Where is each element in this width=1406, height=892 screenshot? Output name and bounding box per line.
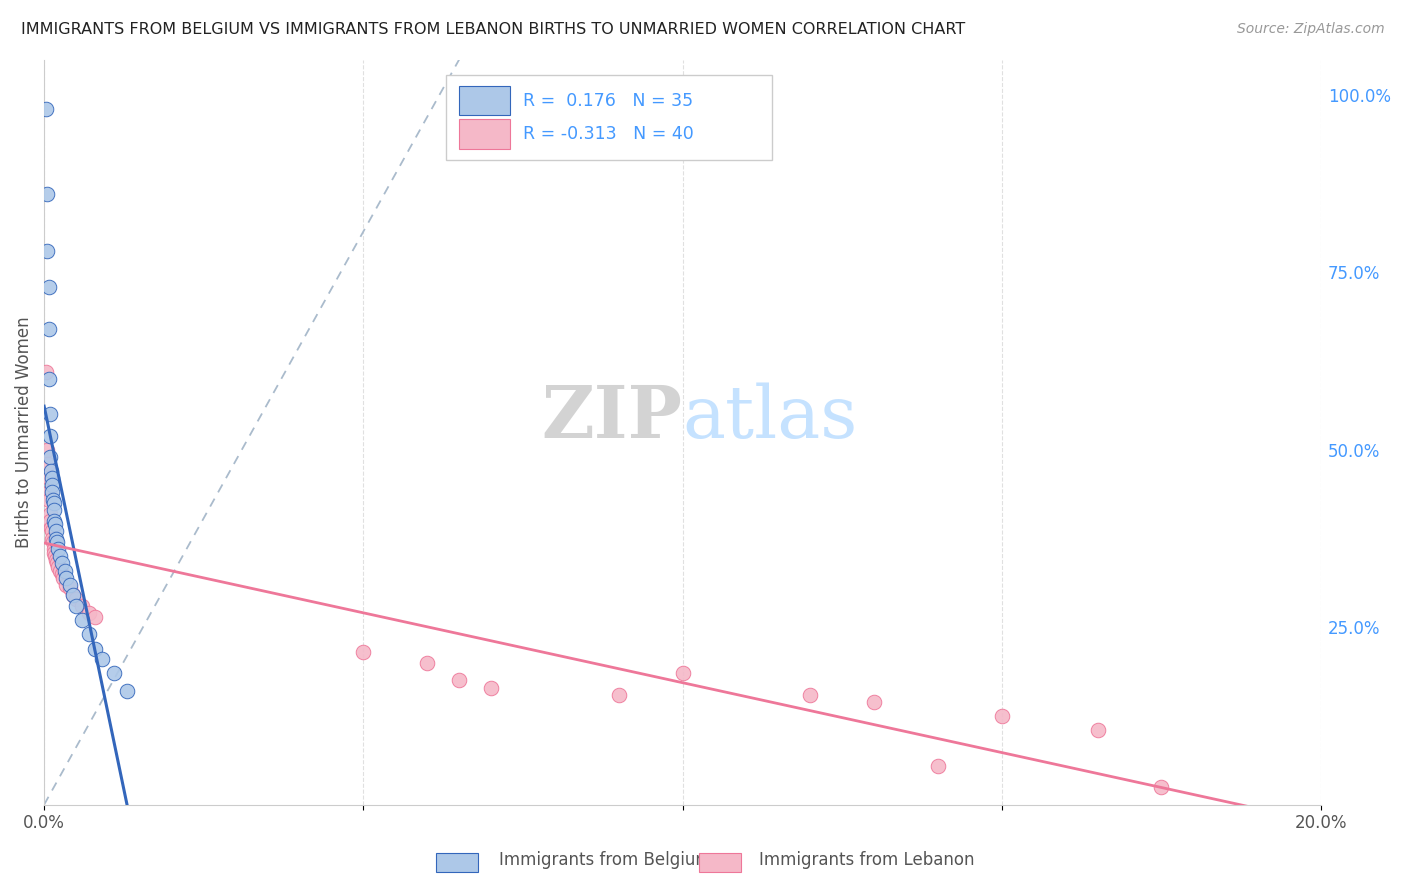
Point <box>38 322 60 336</box>
Point <box>59 581 82 595</box>
Point <box>42 503 65 517</box>
Point <box>49 549 72 564</box>
Text: Immigrants from Belgium: Immigrants from Belgium <box>499 851 711 869</box>
Point <box>45 524 67 539</box>
Point <box>35 365 58 379</box>
Point <box>55 577 77 591</box>
Point <box>45 535 67 549</box>
Point <box>41 471 63 485</box>
Point <box>39 464 62 478</box>
Point <box>671 666 693 681</box>
Point <box>45 553 67 567</box>
Y-axis label: Births to Unmarried Women: Births to Unmarried Women <box>15 317 32 548</box>
Point <box>39 514 62 528</box>
Point <box>927 758 949 772</box>
Text: IMMIGRANTS FROM BELGIUM VS IMMIGRANTS FROM LEBANON BIRTHS TO UNMARRIED WOMEN COR: IMMIGRANTS FROM BELGIUM VS IMMIGRANTS FR… <box>21 22 966 37</box>
Point <box>799 688 821 702</box>
Point <box>42 492 65 507</box>
Point <box>53 564 76 578</box>
Point <box>479 681 502 695</box>
Point <box>65 591 87 606</box>
FancyBboxPatch shape <box>446 75 772 161</box>
Point <box>42 496 65 510</box>
FancyBboxPatch shape <box>460 86 510 115</box>
Point <box>44 514 66 528</box>
Point <box>84 641 107 656</box>
Point <box>62 588 84 602</box>
Point <box>42 535 65 549</box>
Point <box>46 560 69 574</box>
Point <box>62 588 84 602</box>
Point <box>72 599 94 613</box>
Point <box>37 187 59 202</box>
Text: Immigrants from Lebanon: Immigrants from Lebanon <box>759 851 974 869</box>
Point <box>77 606 100 620</box>
Point <box>863 695 886 709</box>
Text: ZIP: ZIP <box>541 382 682 453</box>
Point <box>46 542 69 557</box>
Point <box>38 507 60 521</box>
Point <box>90 652 112 666</box>
Point <box>103 666 125 681</box>
Point <box>44 517 66 532</box>
Point <box>44 546 66 560</box>
Point <box>41 532 63 546</box>
Point <box>35 103 58 117</box>
Point <box>39 450 62 464</box>
Point <box>59 577 82 591</box>
Point <box>41 485 63 500</box>
Point <box>45 532 67 546</box>
Point <box>38 471 60 485</box>
Point <box>991 709 1014 723</box>
Point <box>37 442 59 457</box>
Point <box>416 656 439 670</box>
Point <box>65 599 87 613</box>
Text: R = -0.313   N = 40: R = -0.313 N = 40 <box>523 125 693 143</box>
Point <box>38 372 60 386</box>
Point <box>52 571 75 585</box>
Text: R =  0.176   N = 35: R = 0.176 N = 35 <box>523 92 693 110</box>
Point <box>37 457 59 471</box>
Point <box>44 549 66 564</box>
Point <box>41 524 63 539</box>
Point <box>352 645 374 659</box>
Point <box>38 279 60 293</box>
Point <box>38 408 60 422</box>
Point <box>55 571 77 585</box>
Point <box>449 673 471 688</box>
Point <box>37 244 59 259</box>
Point <box>38 485 60 500</box>
Point <box>77 627 100 641</box>
Point <box>38 492 60 507</box>
Point <box>39 428 62 442</box>
Point <box>51 557 73 571</box>
Point <box>72 613 94 627</box>
Point <box>41 478 63 492</box>
Point <box>1087 723 1109 738</box>
Point <box>45 557 67 571</box>
Text: Source: ZipAtlas.com: Source: ZipAtlas.com <box>1237 22 1385 37</box>
Point <box>84 609 107 624</box>
Point <box>42 542 65 557</box>
Point <box>39 521 62 535</box>
FancyBboxPatch shape <box>460 120 510 149</box>
Text: atlas: atlas <box>682 382 858 452</box>
Point <box>49 564 72 578</box>
Point <box>51 567 73 582</box>
Point <box>1150 780 1173 794</box>
Point <box>607 688 630 702</box>
Point <box>115 684 138 698</box>
